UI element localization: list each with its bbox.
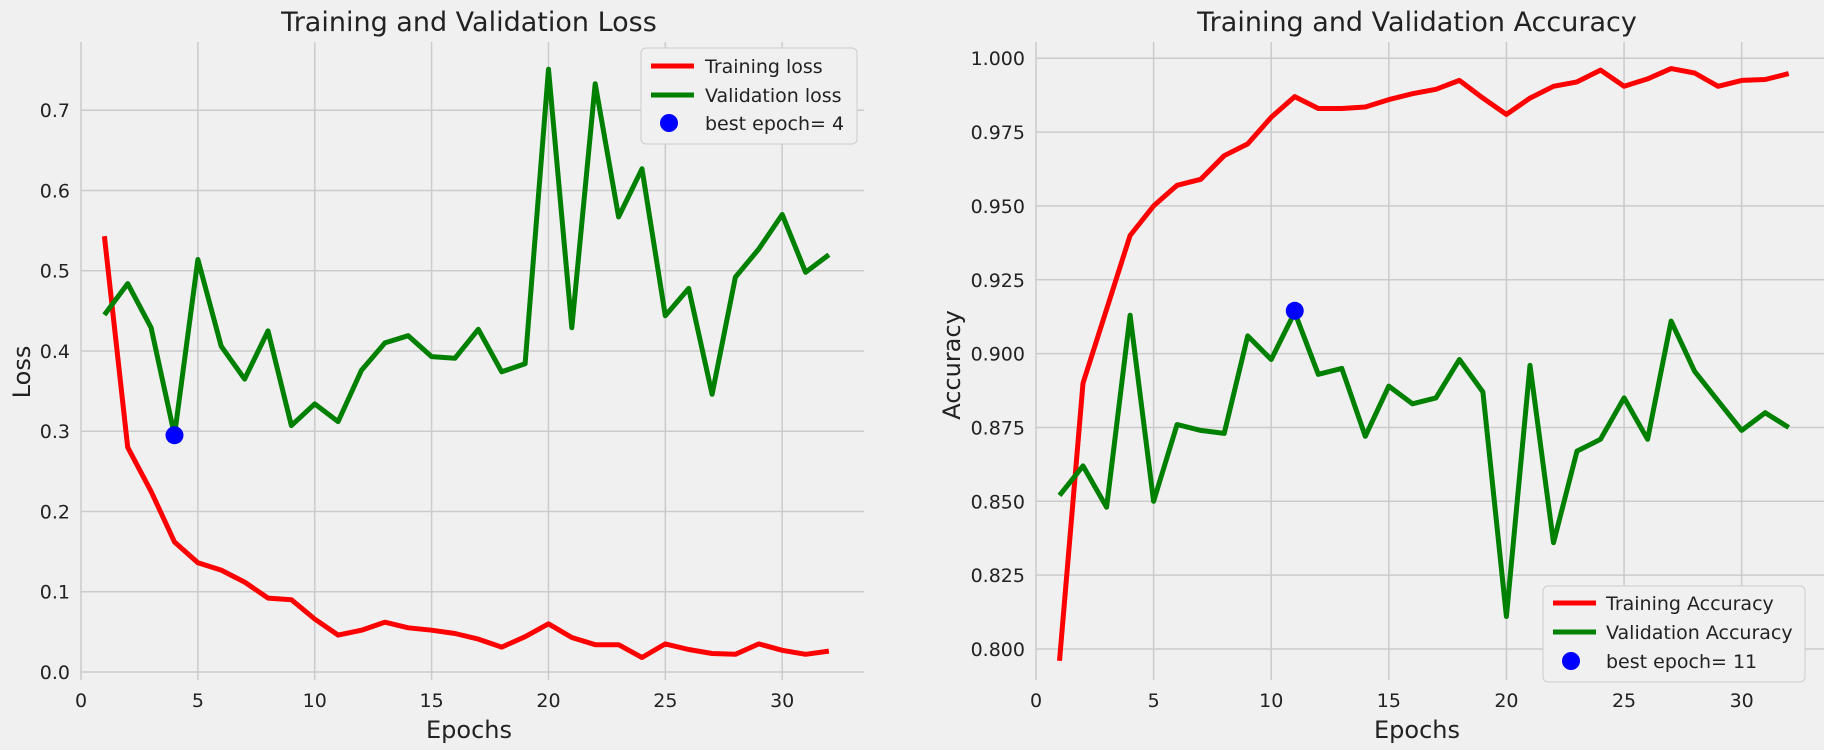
accuracy-y-tick-label: 0.825 xyxy=(971,565,1025,587)
accuracy-x-tick-label: 5 xyxy=(1148,690,1160,712)
loss-legend-best-marker xyxy=(660,114,678,132)
loss-x-tick-label: 0 xyxy=(75,690,87,712)
loss-y-ticks: 0.0 0.1 0.2 0.3 0.4 0.5 0.6 0.7 xyxy=(40,100,70,684)
accuracy-legend: Training Accuracy Validation Accuracy be… xyxy=(1542,585,1806,683)
loss-y-axis-label: Loss xyxy=(8,346,36,399)
accuracy-x-tick-label: 0 xyxy=(1030,690,1042,712)
loss-series xyxy=(101,66,831,660)
loss-y-tick-label: 0.7 xyxy=(40,100,70,122)
loss-chart: Training and Validation Loss 0 5 10 15 20 25 3… xyxy=(8,7,864,744)
accuracy-y-ticks: 0.800 0.825 0.850 0.875 0.900 0.925 0.950 0.975… xyxy=(971,48,1025,661)
loss-y-tick-label: 0.2 xyxy=(40,501,70,523)
accuracy-legend-training-label: Training Accuracy xyxy=(1605,593,1774,615)
loss-x-tick-label: 20 xyxy=(536,690,560,712)
accuracy-chart-title: Training and Validation Accuracy xyxy=(1196,7,1637,38)
accuracy-x-tick-label: 15 xyxy=(1377,690,1401,712)
accuracy-x-ticks: 0 5 10 15 20 25 30 xyxy=(1030,690,1754,712)
accuracy-y-tick-label: 1.000 xyxy=(971,48,1025,70)
accuracy-y-tick-label: 0.975 xyxy=(971,122,1025,144)
loss-x-tick-label: 25 xyxy=(653,690,677,712)
accuracy-best-epoch-point xyxy=(1285,301,1304,320)
accuracy-legend-best-marker xyxy=(1562,652,1580,670)
accuracy-y-axis-label: Accuracy xyxy=(938,310,966,420)
loss-x-tick-label: 5 xyxy=(192,690,204,712)
loss-y-tick-label: 0.6 xyxy=(40,180,70,202)
loss-validation-line xyxy=(102,66,831,438)
accuracy-legend-box xyxy=(1542,585,1806,683)
loss-x-tick-label: 15 xyxy=(420,690,444,712)
loss-x-ticks: 0 5 10 15 20 25 30 xyxy=(75,690,794,712)
loss-x-tick-label: 10 xyxy=(303,690,327,712)
loss-legend-box xyxy=(640,47,858,145)
accuracy-x-tick-label: 30 xyxy=(1730,690,1754,712)
accuracy-y-tick-label: 0.850 xyxy=(971,491,1025,513)
accuracy-x-tick-label: 25 xyxy=(1612,690,1636,712)
accuracy-y-tick-label: 0.950 xyxy=(971,196,1025,218)
loss-best-epoch-point xyxy=(165,426,184,445)
accuracy-legend-validation-label: Validation Accuracy xyxy=(1606,622,1793,644)
accuracy-chart: Training and Validation Accuracy 0 5 10 15 2… xyxy=(938,7,1824,744)
accuracy-y-tick-label: 0.925 xyxy=(971,270,1025,292)
accuracy-validation-line xyxy=(1057,309,1791,619)
loss-x-axis-label: Epochs xyxy=(426,716,512,744)
loss-y-tick-label: 0.3 xyxy=(40,421,70,443)
accuracy-grid xyxy=(1035,42,1824,680)
loss-legend: Training loss Validation loss best epoch… xyxy=(640,47,858,145)
loss-y-tick-label: 0.1 xyxy=(40,582,70,604)
accuracy-y-tick-label: 0.875 xyxy=(971,417,1025,439)
loss-training-line xyxy=(101,235,830,660)
loss-legend-training-label: Training loss xyxy=(704,56,823,78)
accuracy-x-axis-label: Epochs xyxy=(1374,716,1460,744)
loss-legend-validation-label: Validation loss xyxy=(705,85,842,107)
loss-y-tick-label: 0.4 xyxy=(40,341,70,363)
loss-y-tick-label: 0.0 xyxy=(40,662,70,684)
loss-y-tick-label: 0.5 xyxy=(40,261,70,283)
loss-legend-best-label: best epoch= 4 xyxy=(705,113,844,135)
accuracy-series xyxy=(1057,66,1791,662)
accuracy-y-tick-label: 0.800 xyxy=(971,639,1025,661)
accuracy-training-line xyxy=(1057,66,1790,662)
loss-x-tick-label: 30 xyxy=(770,690,794,712)
accuracy-x-tick-label: 10 xyxy=(1259,690,1283,712)
loss-grid xyxy=(80,42,864,680)
accuracy-legend-best-label: best epoch= 11 xyxy=(1606,651,1757,673)
loss-chart-title: Training and Validation Loss xyxy=(280,7,657,38)
accuracy-y-tick-label: 0.900 xyxy=(971,344,1025,366)
accuracy-x-tick-label: 20 xyxy=(1494,690,1518,712)
